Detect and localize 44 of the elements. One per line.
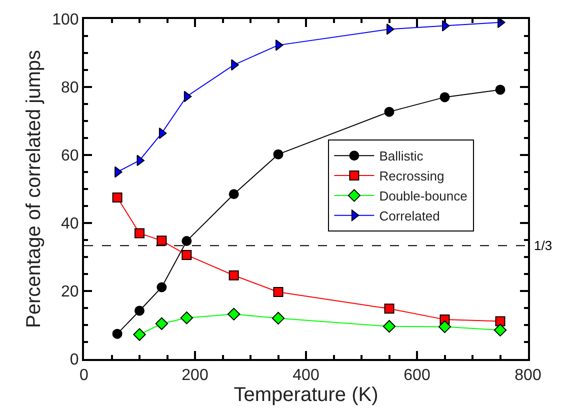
point (112, 192, 122, 202)
point (155, 317, 168, 330)
y-tick-label: 40 (61, 216, 79, 233)
y-axis-title: Percentage of correlated jumps (23, 50, 46, 328)
x-tick-label: 800 (514, 367, 542, 384)
x-tick-label: 200 (182, 367, 208, 384)
point (494, 324, 507, 336)
point (495, 316, 506, 326)
point (228, 189, 239, 200)
point (134, 306, 144, 316)
point (182, 250, 192, 260)
point (158, 128, 167, 139)
x-axis-title: Temperature (K) (234, 384, 378, 406)
x-tick-label: 400 (292, 367, 320, 384)
point (384, 106, 394, 117)
y-tick-label: 20 (61, 284, 79, 301)
legend-label: Double-bounce (379, 188, 468, 204)
point (440, 92, 450, 102)
point (382, 320, 396, 333)
point (384, 304, 394, 314)
point (156, 282, 167, 292)
text: 1/3 (534, 238, 552, 253)
legend-label: Recrossing (379, 168, 444, 184)
y-tick-label: 80 (61, 80, 79, 97)
point (273, 149, 284, 160)
x-tick-label: 600 (404, 367, 430, 384)
point (272, 312, 285, 325)
legend-label: Correlated (379, 208, 440, 224)
point (180, 312, 194, 324)
point (228, 308, 240, 320)
point (495, 84, 506, 95)
point (112, 328, 122, 339)
y-tick-label: 60 (61, 148, 79, 165)
point (133, 328, 146, 341)
point (156, 236, 167, 246)
legend-label: Ballistic (379, 148, 424, 164)
point (182, 236, 192, 246)
y-tick-label: 100 (52, 12, 79, 29)
point (438, 320, 452, 334)
point (273, 287, 284, 298)
y-tick-label: 0 (70, 352, 79, 369)
point (228, 270, 239, 280)
point (134, 228, 144, 238)
point (184, 90, 192, 102)
